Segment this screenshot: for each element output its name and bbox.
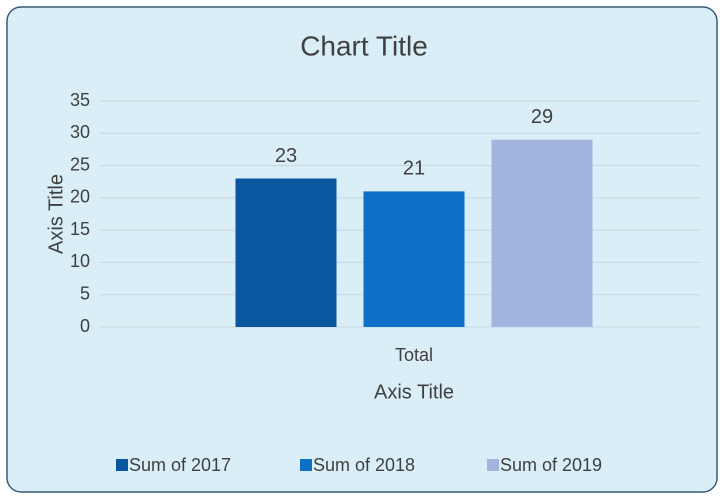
bar xyxy=(363,191,465,327)
legend-swatch xyxy=(300,459,312,471)
data-label: 23 xyxy=(275,145,297,167)
chart-title: Chart Title xyxy=(300,30,428,61)
y-axis-title: Axis Title xyxy=(45,174,67,254)
legend-swatch xyxy=(116,459,128,471)
data-label: 21 xyxy=(403,158,425,180)
data-label: 29 xyxy=(531,106,553,128)
legend-label: Sum of 2017 xyxy=(129,455,231,475)
x-axis-title: Axis Title xyxy=(374,381,454,403)
legend-label: Sum of 2019 xyxy=(500,455,602,475)
y-tick-label: 25 xyxy=(70,154,90,174)
chart-area xyxy=(6,6,718,493)
x-tick-label: Total xyxy=(395,345,433,365)
y-tick-label: 0 xyxy=(80,316,90,336)
y-tick-label: 35 xyxy=(70,90,90,110)
y-tick-label: 20 xyxy=(70,187,90,207)
bar xyxy=(235,178,337,327)
y-tick-label: 15 xyxy=(70,219,90,239)
legend-label: Sum of 2018 xyxy=(313,455,415,475)
bar xyxy=(491,139,593,327)
y-tick-label: 10 xyxy=(70,251,90,271)
legend-swatch xyxy=(487,459,499,471)
y-tick-label: 30 xyxy=(70,122,90,142)
y-tick-label: 5 xyxy=(80,283,90,303)
